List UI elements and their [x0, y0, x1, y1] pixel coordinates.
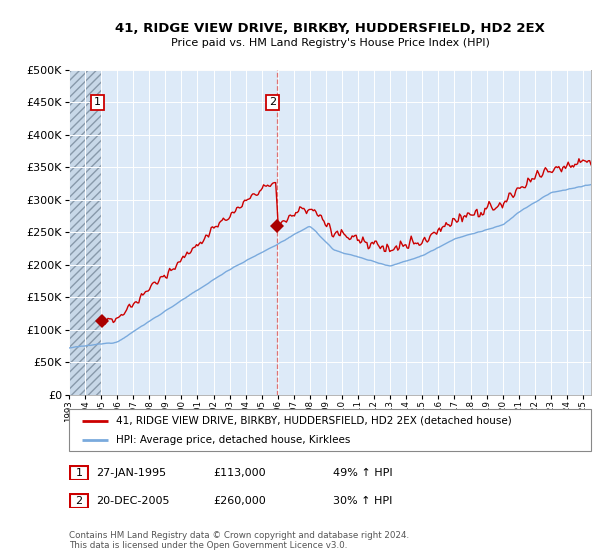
Text: 1: 1 [94, 97, 101, 108]
Text: 20-DEC-2005: 20-DEC-2005 [96, 496, 170, 506]
Text: 49% ↑ HPI: 49% ↑ HPI [333, 468, 392, 478]
Text: 2: 2 [269, 97, 276, 108]
Text: 41, RIDGE VIEW DRIVE, BIRKBY, HUDDERSFIELD, HD2 2EX (detached house): 41, RIDGE VIEW DRIVE, BIRKBY, HUDDERSFIE… [116, 416, 512, 426]
Text: 30% ↑ HPI: 30% ↑ HPI [333, 496, 392, 506]
Text: 2: 2 [76, 496, 82, 506]
Text: £260,000: £260,000 [213, 496, 266, 506]
Text: 41, RIDGE VIEW DRIVE, BIRKBY, HUDDERSFIELD, HD2 2EX: 41, RIDGE VIEW DRIVE, BIRKBY, HUDDERSFIE… [115, 22, 545, 35]
Text: £113,000: £113,000 [213, 468, 266, 478]
Bar [69, 70, 102, 395]
Text: 27-JAN-1995: 27-JAN-1995 [96, 468, 166, 478]
Text: Contains HM Land Registry data © Crown copyright and database right 2024.
This d: Contains HM Land Registry data © Crown c… [69, 530, 409, 550]
Text: Price paid vs. HM Land Registry's House Price Index (HPI): Price paid vs. HM Land Registry's House … [170, 38, 490, 48]
Text: HPI: Average price, detached house, Kirklees: HPI: Average price, detached house, Kirk… [116, 435, 350, 445]
Text: 1: 1 [76, 468, 82, 478]
